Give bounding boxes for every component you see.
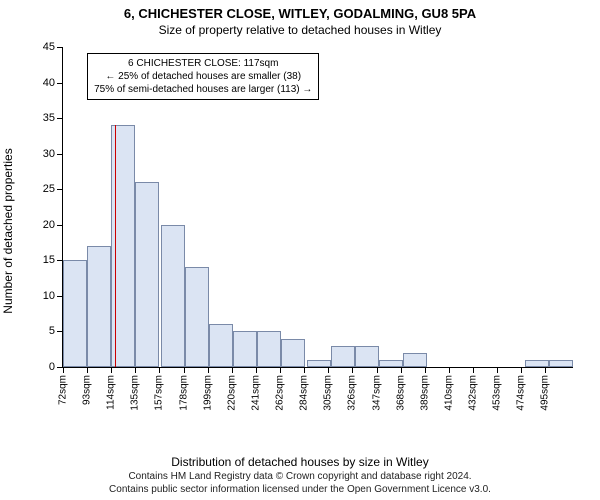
- x-tick: [304, 367, 305, 373]
- x-tick-label: 135sqm: [130, 375, 141, 411]
- y-tick: [57, 154, 63, 155]
- chart-subtitle: Size of property relative to detached ho…: [0, 21, 600, 41]
- x-tick-label: 347sqm: [371, 375, 382, 411]
- x-tick-label: 284sqm: [299, 375, 310, 411]
- histogram-bar: [135, 182, 159, 367]
- x-tick: [280, 367, 281, 373]
- x-tick: [352, 367, 353, 373]
- x-tick: [208, 367, 209, 373]
- y-tick: [57, 189, 63, 190]
- histogram-bar: [233, 331, 257, 367]
- x-tick: [135, 367, 136, 373]
- histogram-bar: [185, 267, 209, 367]
- histogram-bar: [549, 360, 573, 367]
- x-tick: [328, 367, 329, 373]
- histogram-bar: [281, 339, 305, 367]
- footer-line-1: Contains HM Land Registry data © Crown c…: [0, 471, 600, 484]
- footer-line-2: Contains public sector information licen…: [0, 484, 600, 497]
- histogram-bar: [331, 346, 355, 367]
- x-tick: [63, 367, 64, 373]
- histogram-bar: [87, 246, 111, 367]
- annotation-line-1: 6 CHICHESTER CLOSE: 117sqm: [94, 57, 312, 70]
- y-tick-label: 25: [43, 183, 55, 195]
- x-tick-label: 241sqm: [250, 375, 261, 411]
- histogram-bar: [307, 360, 331, 367]
- x-tick: [256, 367, 257, 373]
- x-tick: [497, 367, 498, 373]
- x-tick: [159, 367, 160, 373]
- reference-line: [115, 125, 116, 367]
- x-tick: [521, 367, 522, 373]
- x-tick-label: 453sqm: [492, 375, 503, 411]
- y-tick-label: 15: [43, 254, 55, 266]
- histogram-bar: [161, 225, 185, 367]
- x-tick: [545, 367, 546, 373]
- histogram-bar: [355, 346, 379, 367]
- y-tick-label: 30: [43, 148, 55, 160]
- y-tick: [57, 225, 63, 226]
- x-tick-label: 178sqm: [178, 375, 189, 411]
- x-tick: [232, 367, 233, 373]
- x-tick-label: 389sqm: [419, 375, 430, 411]
- histogram-bar: [209, 324, 233, 367]
- x-axis-label: Distribution of detached houses by size …: [171, 455, 428, 469]
- x-tick-label: 305sqm: [323, 375, 334, 411]
- footer: Contains HM Land Registry data © Crown c…: [0, 471, 600, 496]
- y-tick-label: 20: [43, 219, 55, 231]
- chart-container: Number of detached properties 6 CHICHEST…: [20, 41, 580, 421]
- y-tick-label: 45: [43, 41, 55, 53]
- x-tick-label: 262sqm: [275, 375, 286, 411]
- x-tick: [377, 367, 378, 373]
- x-tick-label: 474sqm: [516, 375, 527, 411]
- histogram-bar: [257, 331, 281, 367]
- y-axis-label: Number of detached properties: [1, 148, 15, 313]
- chart-title: 6, CHICHESTER CLOSE, WITLEY, GODALMING, …: [0, 0, 600, 21]
- x-tick-label: 199sqm: [202, 375, 213, 411]
- plot-area: 6 CHICHESTER CLOSE: 117sqm ← 25% of deta…: [62, 47, 573, 368]
- histogram-bar: [403, 353, 427, 367]
- y-tick-label: 10: [43, 290, 55, 302]
- x-tick-label: 410sqm: [443, 375, 454, 411]
- x-tick-label: 72sqm: [58, 375, 69, 405]
- x-tick: [473, 367, 474, 373]
- x-tick: [449, 367, 450, 373]
- x-tick-label: 157sqm: [154, 375, 165, 411]
- annotation-line-2: ← 25% of detached houses are smaller (38…: [94, 70, 312, 83]
- histogram-bar: [379, 360, 403, 367]
- x-tick: [401, 367, 402, 373]
- x-tick: [184, 367, 185, 373]
- x-tick-label: 326sqm: [347, 375, 358, 411]
- y-tick: [57, 83, 63, 84]
- y-tick: [57, 47, 63, 48]
- x-tick-label: 368sqm: [395, 375, 406, 411]
- y-tick-label: 5: [49, 325, 55, 337]
- x-tick: [87, 367, 88, 373]
- x-tick: [111, 367, 112, 373]
- x-tick-label: 93sqm: [82, 375, 93, 405]
- annotation-line-3: 75% of semi-detached houses are larger (…: [94, 83, 312, 96]
- annotation-box: 6 CHICHESTER CLOSE: 117sqm ← 25% of deta…: [87, 53, 319, 100]
- y-tick-label: 35: [43, 112, 55, 124]
- x-tick-label: 495sqm: [540, 375, 551, 411]
- histogram-bar: [525, 360, 549, 367]
- y-tick-label: 0: [49, 361, 55, 373]
- x-tick-label: 114sqm: [106, 375, 117, 410]
- histogram-bar: [63, 260, 87, 367]
- y-tick-label: 40: [43, 77, 55, 89]
- y-tick: [57, 118, 63, 119]
- x-tick-label: 220sqm: [226, 375, 237, 411]
- x-tick-label: 432sqm: [468, 375, 479, 411]
- x-tick: [425, 367, 426, 373]
